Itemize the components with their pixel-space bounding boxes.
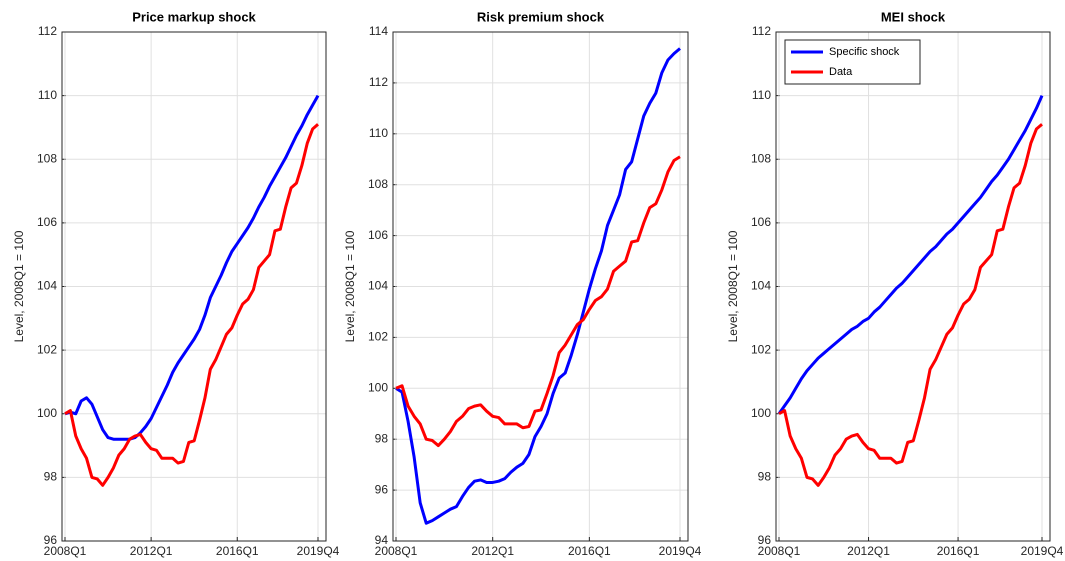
y-tick-label: 98 [44,470,58,484]
subplot: 94 96 98 100 102 104 106 108 110 112 114 2008Q1 2012… [343,9,702,558]
legend-box [784,39,921,85]
chart-title: MEI shock [881,9,946,24]
y-tick-label: 114 [369,24,388,38]
x-tick-label: 2012Q1 [471,544,514,558]
subplot: 96 98 100 102 104 106 108 110 112 2008Q1 2012Q1 201… [726,9,1064,558]
y-tick-label: 110 [369,126,388,140]
x-tick-label: 2016Q1 [568,544,611,558]
x-tick-label: 2008Q1 [375,544,418,558]
y-tick-label: 96 [758,533,772,547]
x-tick-label: 2008Q1 [758,544,801,558]
y-tick-label: 100 [37,406,57,420]
y-tick-label: 112 [38,24,57,38]
legend-label: Data [829,66,853,78]
y-axis-label: Level, 2008Q1 = 100 [12,230,26,342]
y-tick-label: 106 [751,215,771,229]
y-tick-label: 112 [752,24,771,38]
x-tick-label: 2012Q1 [130,544,173,558]
x-tick-label: 2019Q4 [659,544,702,558]
x-tick-label: 2012Q1 [847,544,890,558]
axes-box [775,31,1051,542]
y-tick-label: 110 [38,88,57,102]
y-tick-label: 98 [758,470,772,484]
x-tick-label: 2019Q4 [1021,544,1064,558]
y-tick-label: 100 [751,406,771,420]
y-tick-label: 104 [37,279,57,293]
y-tick-label: 102 [37,342,57,356]
y-tick-label: 108 [37,151,57,165]
series-line [777,95,1044,415]
series-line [64,123,319,487]
y-axis-label: Level, 2008Q1 = 100 [343,230,357,342]
y-axis-label: Level, 2008Q1 = 100 [726,230,740,342]
y-tick-label: 108 [368,177,388,191]
axes-box [392,31,689,542]
y-tick-label: 96 [44,533,58,547]
y-tick-label: 104 [751,279,771,293]
y-tick-label: 104 [368,279,388,293]
series-line [395,155,681,448]
x-tick-label: 2016Q1 [937,544,980,558]
axes-box [61,31,327,542]
legend-label: Specific shock [829,46,900,58]
y-tick-label: 106 [37,215,57,229]
y-tick-label: 102 [751,342,771,356]
x-tick-label: 2019Q4 [297,544,340,558]
y-tick-label: 94 [375,533,389,547]
y-tick-label: 112 [369,75,388,89]
x-tick-label: 2016Q1 [216,544,259,558]
y-tick-label: 106 [368,228,388,242]
subplot: 96 98 100 102 104 106 108 110 112 2008Q1 2012Q1 201… [12,9,340,558]
y-tick-label: 108 [751,151,771,165]
y-tick-label: 100 [368,380,388,394]
x-tick-label: 2008Q1 [44,544,87,558]
y-tick-label: 102 [368,330,388,344]
chart-title: Risk premium shock [477,9,605,24]
series-line [395,47,681,525]
y-tick-label: 110 [752,88,771,102]
series-line [64,94,320,441]
y-tick-label: 98 [375,431,389,445]
chart-title: Price markup shock [132,9,256,24]
y-tick-label: 96 [375,482,389,496]
series-line [778,123,1043,487]
